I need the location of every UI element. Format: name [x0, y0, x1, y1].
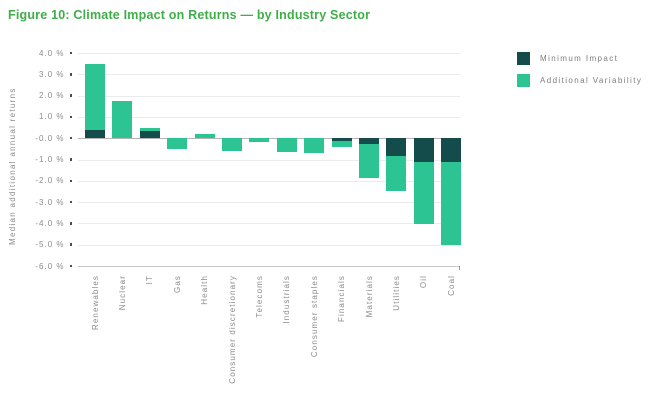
legend-label: Minimum Impact [540, 54, 619, 63]
y-tick-label: -1.0 % [35, 155, 65, 164]
bar-segment [386, 156, 407, 192]
y-tick-marker [69, 200, 72, 204]
legend-label: Additional Variability [540, 76, 643, 85]
gridline [78, 74, 460, 76]
y-tick-marker [69, 264, 72, 268]
x-tick-label: Oil [419, 275, 429, 289]
x-tick-label: Nuclear [117, 275, 127, 311]
bar-segment [167, 138, 188, 149]
y-tick: -4.0 % [35, 219, 72, 228]
y-tick-marker [69, 94, 72, 97]
y-tick-marker [69, 136, 72, 140]
bar-segment [331, 141, 352, 147]
x-tick-label: Coal [446, 275, 456, 296]
bar-segment [249, 138, 270, 143]
bar-segment [139, 130, 160, 139]
bar-segment [386, 138, 407, 157]
y-tick-label: -2.0 % [35, 176, 65, 186]
y-tick-marker [69, 73, 72, 76]
x-tick-label: Industrials [282, 275, 292, 324]
y-tick: 2.0 % [39, 91, 72, 100]
figure-title: Figure 10: Climate Impact on Returns — b… [8, 8, 371, 22]
legend-item: Additional Variability [517, 74, 642, 87]
gridline [78, 116, 460, 118]
y-tick-label: -0.0 % [35, 133, 65, 143]
bar-segment [222, 138, 242, 151]
x-tick-label: Telecoms [254, 275, 264, 318]
bar-segment [413, 161, 434, 225]
y-tick: -0.0 % [35, 134, 72, 143]
legend-swatch [517, 52, 530, 65]
y-tick-label: -6.0 % [35, 261, 65, 271]
y-tick-marker [69, 158, 72, 161]
bar-segment [139, 127, 160, 131]
gridline [78, 95, 460, 97]
y-tick-marker [69, 115, 72, 119]
x-tick-label: Consumer staples [309, 275, 319, 358]
x-tick-label: Gas [172, 275, 182, 293]
x-tick-label: Utilities [391, 275, 401, 311]
y-tick-label: 4.0 % [39, 48, 65, 58]
bar-segment [194, 133, 215, 139]
y-tick: -2.0 % [35, 176, 72, 185]
y-tick-label: 3.0 % [39, 69, 65, 79]
bar-segment [413, 138, 434, 162]
y-tick-label: -4.0 % [35, 218, 65, 228]
y-axis: 4.0 % 3.0 % 2.0 % 1.0 % -0.0 % -1.0 % -2.0 % -3… [0, 49, 72, 271]
y-tick: 1.0 % [39, 112, 72, 121]
y-tick: -1.0 % [35, 155, 72, 164]
y-tick: 3.0 % [39, 70, 72, 79]
x-axis-end-tick [459, 266, 460, 270]
bar-segment [112, 100, 133, 139]
gridline [78, 266, 460, 267]
bar-segment [85, 129, 105, 139]
y-tick-label: -3.0 % [35, 197, 65, 207]
y-tick-label: -5.0 % [35, 240, 65, 250]
gridline [78, 244, 460, 246]
y-tick-marker [69, 179, 72, 183]
gridline [78, 53, 460, 54]
y-tick-marker [69, 51, 72, 55]
y-tick: -6.0 % [35, 262, 72, 271]
y-tick: -5.0 % [35, 240, 72, 249]
legend: Minimum Impact Additional Variability [517, 52, 642, 87]
bar-segment [304, 138, 325, 154]
chart-plot-area [78, 53, 462, 270]
y-tick: 4.0 % [39, 49, 72, 58]
bar-segment [85, 63, 105, 130]
bar-segment [331, 138, 352, 142]
gridline [78, 223, 460, 225]
x-tick-label: IT [145, 275, 155, 285]
bar-segment [441, 138, 462, 162]
y-tick-marker [69, 222, 72, 225]
gridline [78, 159, 460, 161]
x-tick-label: Financials [337, 275, 347, 323]
bar-segment [359, 138, 379, 144]
x-tick-label: Consumer discretionary [227, 275, 237, 384]
x-tick-label: Materials [364, 275, 374, 318]
gridline [78, 202, 460, 204]
y-tick-label: 1.0 % [39, 112, 65, 122]
x-tick-label: Renewables [90, 275, 100, 331]
y-tick-label: 2.0 % [39, 91, 65, 101]
gridline [78, 180, 460, 182]
bar-segment [359, 143, 379, 178]
y-tick: -3.0 % [35, 198, 72, 207]
y-tick-marker [69, 243, 72, 246]
bar-segment [441, 161, 462, 245]
bar-segment [276, 138, 297, 153]
legend-swatch [517, 74, 530, 87]
legend-item: Minimum Impact [517, 52, 642, 65]
x-tick-label: Health [200, 275, 210, 305]
